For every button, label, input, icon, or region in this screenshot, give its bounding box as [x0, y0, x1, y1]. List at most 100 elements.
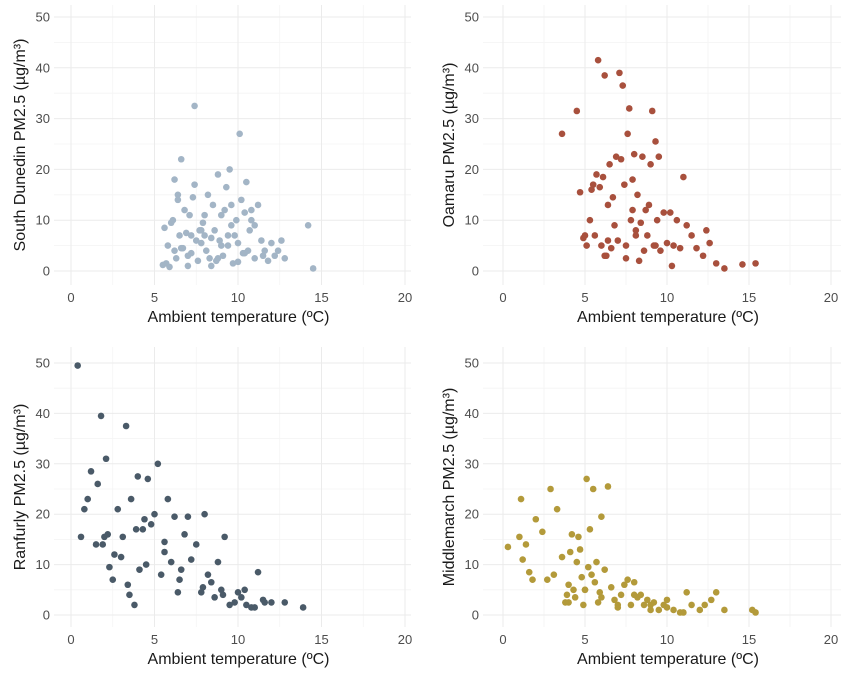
- x-tick-label: 0: [499, 632, 506, 647]
- data-point: [680, 609, 687, 616]
- y-tick-label: 30: [465, 111, 479, 126]
- data-point: [132, 526, 140, 533]
- data-point: [194, 257, 202, 265]
- data-point: [161, 538, 168, 546]
- data-point: [224, 232, 232, 239]
- data-point: [663, 239, 671, 247]
- data-point: [611, 221, 618, 229]
- data-point: [218, 211, 225, 219]
- x-tick-label: 20: [824, 632, 838, 647]
- data-point: [197, 589, 205, 596]
- data-point: [177, 244, 185, 252]
- data-point: [197, 239, 205, 247]
- data-point: [706, 239, 713, 247]
- data-point: [81, 505, 88, 513]
- data-point: [243, 601, 250, 609]
- data-point: [581, 232, 589, 239]
- y-tick-label: 30: [36, 456, 50, 471]
- data-point: [161, 224, 168, 232]
- data-point: [236, 130, 243, 138]
- data-point: [184, 262, 192, 270]
- y-tick-label: 0: [43, 264, 50, 279]
- data-point: [594, 599, 602, 606]
- data-point: [151, 510, 158, 518]
- data-point: [207, 234, 215, 242]
- data-point: [712, 260, 720, 267]
- data-point: [604, 237, 612, 244]
- data-point: [171, 513, 178, 521]
- data-point: [673, 216, 681, 224]
- data-point: [525, 568, 533, 576]
- data-point: [216, 237, 223, 244]
- data-point: [652, 242, 659, 249]
- data-point: [228, 221, 235, 229]
- data-point: [611, 596, 618, 604]
- x-tick-label: 10: [231, 290, 245, 305]
- data-point: [261, 599, 269, 606]
- data-point: [627, 216, 635, 224]
- data-point: [246, 227, 253, 234]
- data-point: [92, 541, 100, 548]
- data-point: [617, 591, 625, 599]
- data-point: [191, 181, 198, 188]
- data-point: [248, 216, 255, 224]
- data-point: [211, 594, 218, 601]
- data-point: [281, 599, 289, 606]
- data-point: [670, 606, 677, 614]
- data-point: [589, 485, 597, 493]
- data-point: [703, 227, 710, 234]
- data-point: [192, 237, 200, 244]
- data-point: [621, 581, 628, 589]
- data-point: [99, 541, 107, 548]
- data-point: [519, 556, 526, 563]
- data-point: [607, 244, 615, 252]
- panel-middlemarch: 0 5 10 15 20 0 10 20 30 40 50 Ambient temperature (…: [441, 347, 841, 668]
- data-point: [251, 604, 258, 611]
- data-point: [234, 589, 242, 596]
- data-point: [174, 191, 182, 199]
- data-point: [581, 586, 589, 594]
- data-point: [596, 183, 604, 191]
- data-point: [652, 138, 659, 145]
- data-point: [655, 153, 663, 160]
- data-point: [625, 105, 633, 112]
- data-point: [309, 265, 317, 272]
- data-point: [707, 596, 715, 604]
- data-point: [573, 558, 581, 566]
- data-point: [109, 576, 117, 584]
- data-point: [219, 591, 227, 599]
- data-point: [254, 568, 262, 576]
- data-point: [721, 265, 728, 272]
- data-point: [696, 606, 704, 614]
- y-tick-label: 40: [36, 406, 50, 421]
- data-point: [261, 247, 269, 254]
- panel-ranfurly: 0 5 10 15 20 0 10 20 30 40 50 Ambient temperature (…: [12, 347, 412, 668]
- data-point: [207, 578, 215, 586]
- y-tick-label: 0: [43, 608, 50, 623]
- data-point: [231, 232, 238, 239]
- data-point: [134, 473, 142, 480]
- data-point: [644, 596, 651, 604]
- data-point: [161, 548, 168, 556]
- data-point: [604, 201, 612, 209]
- y-tick-label: 10: [465, 213, 479, 228]
- data-point: [593, 558, 600, 566]
- data-point: [589, 181, 597, 188]
- data-point: [635, 257, 643, 265]
- data-point: [532, 515, 540, 523]
- data-point: [187, 232, 195, 239]
- data-point: [614, 237, 622, 244]
- x-tick-label: 5: [151, 290, 158, 305]
- data-point: [202, 247, 210, 254]
- y-tick-label: 40: [465, 60, 479, 75]
- data-point: [164, 242, 172, 249]
- data-point: [191, 102, 198, 110]
- data-point: [616, 69, 623, 77]
- data-point: [566, 548, 574, 556]
- data-point: [87, 468, 95, 475]
- data-point: [657, 247, 664, 254]
- data-point: [221, 533, 228, 541]
- data-point: [680, 173, 687, 181]
- data-point: [576, 188, 584, 196]
